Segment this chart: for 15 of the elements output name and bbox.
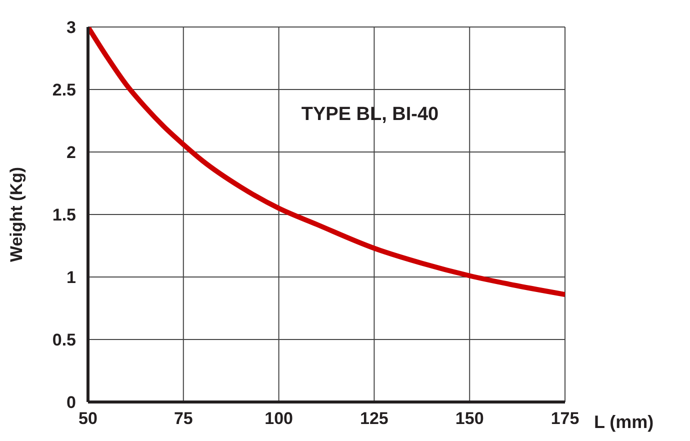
y-tick-label: 1.5 — [52, 206, 76, 225]
y-tick-label: 1 — [66, 268, 76, 288]
y-tick-label: 2 — [66, 143, 76, 162]
x-tick-label: 150 — [455, 409, 484, 428]
x-axis-title: L (mm) — [594, 412, 654, 433]
y-tick-label: 0.5 — [52, 330, 76, 350]
y-tick-label: 2.5 — [52, 80, 76, 100]
x-tick-label: 50 — [78, 409, 98, 428]
x-tick-label: 75 — [174, 409, 193, 428]
x-tick-label: 175 — [550, 409, 580, 428]
y-axis-title: Weight (Kg) — [7, 166, 26, 262]
y-tick-label: 3 — [66, 18, 76, 38]
y-tick-label: 0 — [66, 393, 76, 412]
x-tick-label: 100 — [264, 409, 293, 428]
x-tick-label: 125 — [360, 409, 388, 428]
